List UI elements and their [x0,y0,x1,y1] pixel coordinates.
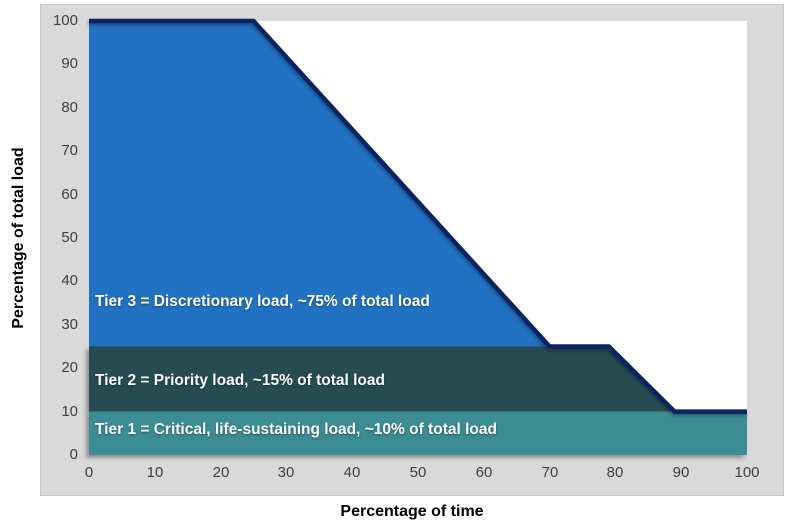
total-load-duration-curve [89,18,747,414]
x-tick-label: 60 [475,464,493,481]
y-tick-label: 60 [61,186,78,203]
y-tick-label: 20 [61,359,78,376]
tier-1-label: Tier 1 = Critical, life-sustaining load,… [95,421,497,438]
y-tick-label: 0 [69,446,78,463]
y-tick-label: 40 [61,272,78,289]
tier-3-area [89,21,550,347]
tier-2-label: Tier 2 = Priority load, ~15% of total lo… [95,372,385,389]
load-duration-chart [89,18,747,455]
x-tick-label: 10 [146,464,164,481]
x-tick-label: 20 [212,464,230,481]
x-tick-label: 80 [606,464,624,481]
tier-3-label: Tier 3 = Discretionary load, ~75% of tot… [95,293,430,310]
y-axis-title: Percentage of total load [10,147,27,329]
y-tick-label: 80 [61,99,78,116]
y-tick-label: 30 [61,316,78,333]
x-tick-label: 40 [343,464,361,481]
x-tick-label: 0 [84,464,94,481]
x-tick-label: 70 [541,464,559,481]
y-tick-label: 90 [61,55,78,72]
tier-2-area [89,346,675,412]
x-axis-title: Percentage of time [340,503,484,520]
y-tick-label: 100 [52,12,78,29]
y-tick-label: 70 [61,142,78,159]
x-tick-label: 50 [409,464,427,481]
tier-1-area [89,411,747,455]
x-tick-label: 30 [277,464,295,481]
y-tick-label: 50 [61,229,78,246]
y-tick-label: 10 [61,403,78,420]
x-tick-label: 90 [672,464,690,481]
x-tick-label: 100 [734,464,760,481]
